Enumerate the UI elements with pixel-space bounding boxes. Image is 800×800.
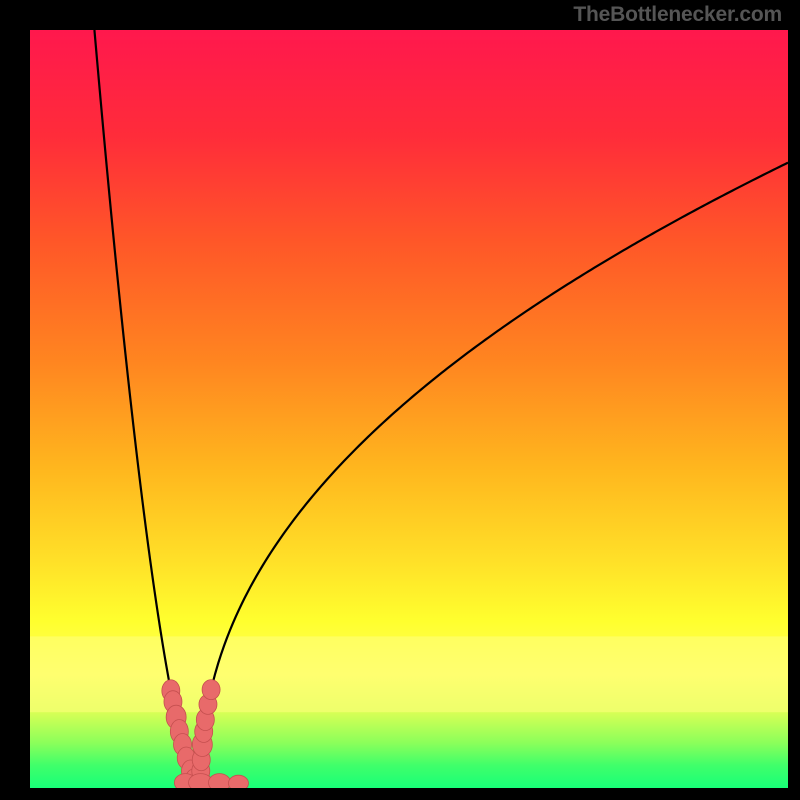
bottleneck-chart [0, 0, 800, 800]
attribution-text: TheBottlenecker.com [573, 3, 782, 27]
data-marker [202, 680, 220, 700]
chart-container: TheBottlenecker.com [0, 0, 800, 800]
yellow-highlight-band [30, 636, 788, 712]
